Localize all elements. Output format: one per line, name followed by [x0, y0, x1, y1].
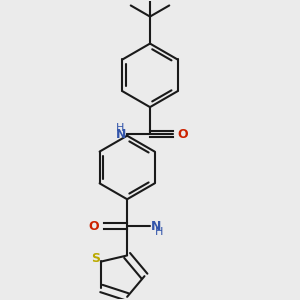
Text: N: N	[151, 220, 161, 233]
Text: H: H	[154, 227, 163, 237]
Text: O: O	[89, 220, 100, 233]
Text: N: N	[116, 128, 127, 141]
Text: O: O	[178, 128, 188, 141]
Text: S: S	[91, 252, 100, 266]
Text: H: H	[116, 123, 124, 133]
